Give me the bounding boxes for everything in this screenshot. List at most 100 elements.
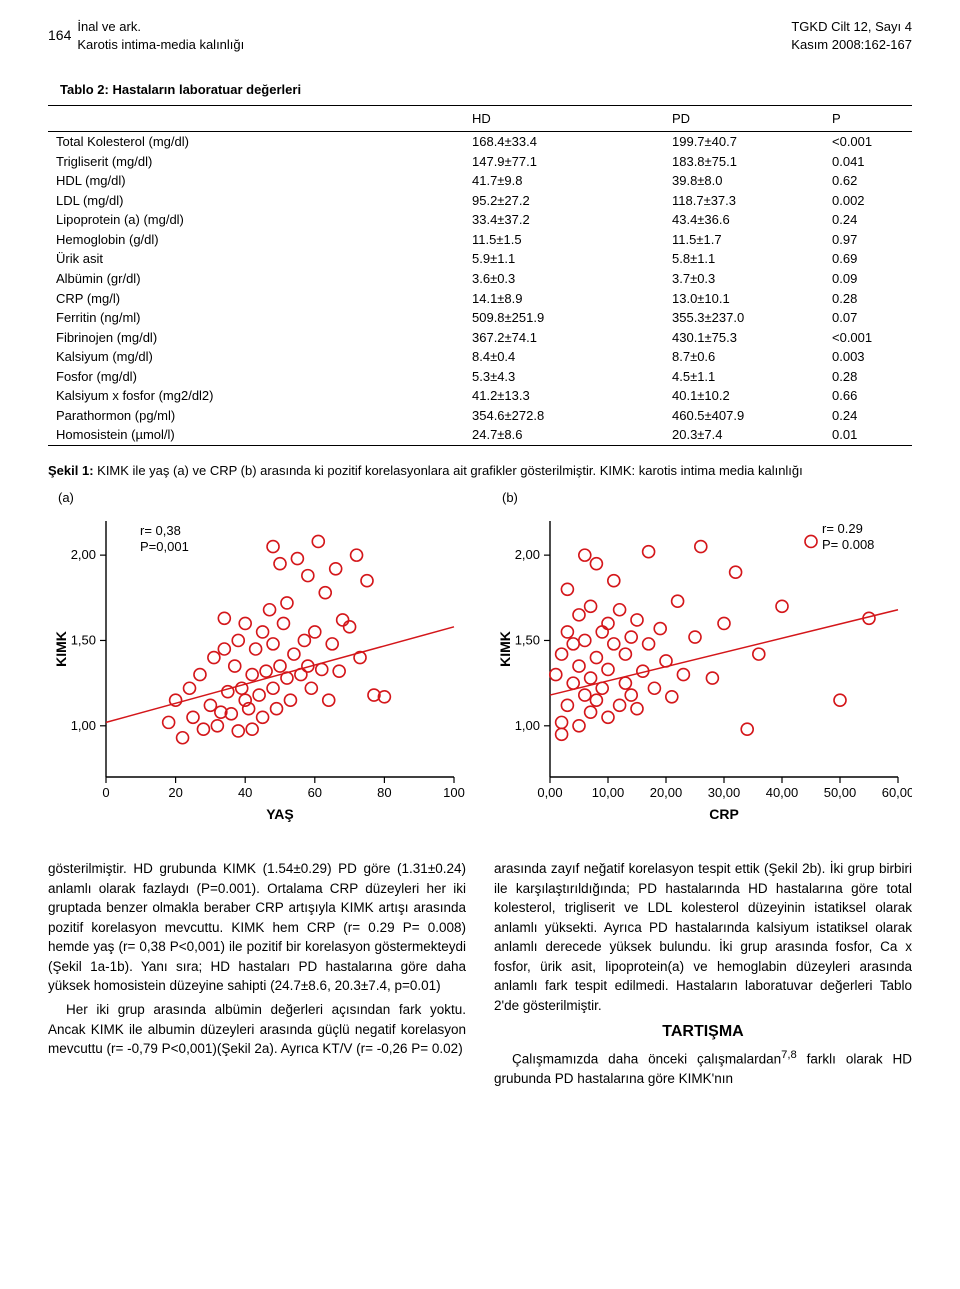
svg-text:0,00: 0,00 xyxy=(537,785,562,800)
table-row: CRP (mg/l)14.1±8.913.0±10.10.28 xyxy=(48,289,912,309)
table-cell: 355.3±237.0 xyxy=(592,308,792,328)
svg-text:r= 0,38: r= 0,38 xyxy=(140,523,181,538)
table-row: Ürik asit5.9±1.15.8±1.10.69 xyxy=(48,249,912,269)
table-cell: 41.7±9.8 xyxy=(392,171,592,191)
table-cell: 0.01 xyxy=(792,425,912,445)
svg-text:20: 20 xyxy=(168,785,182,800)
table-cell: Lipoprotein (a) (mg/dl) xyxy=(48,210,392,230)
table-cell: 11.5±1.5 xyxy=(392,230,592,250)
body-columns: gösterilmiştir. HD grubunda KIMK (1.54±0… xyxy=(48,859,912,1088)
svg-text:40: 40 xyxy=(238,785,252,800)
table-cell: 24.7±8.6 xyxy=(392,425,592,445)
table-cell: 168.4±33.4 xyxy=(392,132,592,152)
body-p2: Her iki grup arasında albümin değerleri … xyxy=(48,1000,466,1059)
table-cell: 0.003 xyxy=(792,347,912,367)
svg-text:KIMK: KIMK xyxy=(53,631,69,667)
table-cell: Kalsiyum (mg/dl) xyxy=(48,347,392,367)
table-cell: 0.24 xyxy=(792,406,912,426)
svg-text:1,00: 1,00 xyxy=(71,718,96,733)
table-row: Fibrinojen (mg/dl)367.2±74.1430.1±75.3<0… xyxy=(48,328,912,348)
svg-text:1,00: 1,00 xyxy=(515,718,540,733)
table-cell: 14.1±8.9 xyxy=(392,289,592,309)
svg-text:KIMK: KIMK xyxy=(497,631,513,667)
table-row: Lipoprotein (a) (mg/dl)33.4±37.243.4±36.… xyxy=(48,210,912,230)
table-cell: 367.2±74.1 xyxy=(392,328,592,348)
table-cell: 0.66 xyxy=(792,386,912,406)
table-cell: LDL (mg/dl) xyxy=(48,191,392,211)
table-cell: 20.3±7.4 xyxy=(592,425,792,445)
table-row: Albümin (gr/dl)3.6±0.33.7±0.30.09 xyxy=(48,269,912,289)
body-p1: gösterilmiştir. HD grubunda KIMK (1.54±0… xyxy=(48,859,466,996)
svg-text:20,00: 20,00 xyxy=(650,785,683,800)
table-cell: 40.1±10.2 xyxy=(592,386,792,406)
table-cell: Trigliserit (mg/dl) xyxy=(48,152,392,172)
table-cell: 183.8±75.1 xyxy=(592,152,792,172)
page-header: 164 İnal ve ark. Karotis intima-media ka… xyxy=(48,18,912,53)
header-author-block: İnal ve ark. Karotis intima-media kalınl… xyxy=(77,18,244,53)
table-row: LDL (mg/dl)95.2±27.2118.7±37.30.002 xyxy=(48,191,912,211)
header-right: TGKD Cilt 12, Sayı 4 Kasım 2008:162-167 xyxy=(791,18,912,53)
svg-text:10,00: 10,00 xyxy=(592,785,625,800)
svg-text:P= 0.008: P= 0.008 xyxy=(822,537,874,552)
table-cell: 0.28 xyxy=(792,289,912,309)
table-cell: 430.1±75.3 xyxy=(592,328,792,348)
table-cell: Hemoglobin (g/dl) xyxy=(48,230,392,250)
table-cell: 0.97 xyxy=(792,230,912,250)
table-cell: 3.6±0.3 xyxy=(392,269,592,289)
table-cell: 0.69 xyxy=(792,249,912,269)
table2-col-hd: HD xyxy=(392,105,592,132)
table-cell: 118.7±37.3 xyxy=(592,191,792,211)
table-cell: <0.001 xyxy=(792,328,912,348)
table-cell: Kalsiyum x fosfor (mg2/dl2) xyxy=(48,386,392,406)
table-cell: 509.8±251.9 xyxy=(392,308,592,328)
chart-a-label: (a) xyxy=(58,489,468,507)
table-row: Total Kolesterol (mg/dl)168.4±33.4199.7±… xyxy=(48,132,912,152)
table-cell: Parathormon (pg/ml) xyxy=(48,406,392,426)
topic-line: Karotis intima-media kalınlığı xyxy=(77,36,244,54)
table-row: HDL (mg/dl)41.7±9.839.8±8.00.62 xyxy=(48,171,912,191)
table-cell: 147.9±77.1 xyxy=(392,152,592,172)
table-cell: 43.4±36.6 xyxy=(592,210,792,230)
table-cell: 39.8±8.0 xyxy=(592,171,792,191)
chart-a: 0204060801001,001,502,00YAŞKIMKr= 0,38P=… xyxy=(48,509,468,829)
table-cell: Total Kolesterol (mg/dl) xyxy=(48,132,392,152)
table-cell: Fibrinojen (mg/dl) xyxy=(48,328,392,348)
table2-title: Tablo 2: Hastaların laboratuar değerleri xyxy=(60,81,912,99)
svg-text:1,50: 1,50 xyxy=(71,632,96,647)
table-cell: 4.5±1.1 xyxy=(592,367,792,387)
chart-a-wrap: (a) 0204060801001,001,502,00YAŞKIMKr= 0,… xyxy=(48,489,468,829)
figure1-caption-rest: KIMK ile yaş (a) ve CRP (b) arasında ki … xyxy=(94,463,803,478)
table-cell: 8.4±0.4 xyxy=(392,347,592,367)
table-cell: 95.2±27.2 xyxy=(392,191,592,211)
svg-text:40,00: 40,00 xyxy=(766,785,799,800)
journal-line-1: TGKD Cilt 12, Sayı 4 xyxy=(791,18,912,36)
header-left: 164 İnal ve ark. Karotis intima-media ka… xyxy=(48,18,244,53)
body-p3: arasında zayıf neğatif korelasyon tespit… xyxy=(494,859,912,1016)
table-row: Parathormon (pg/ml)354.6±272.8460.5±407.… xyxy=(48,406,912,426)
table-cell: Fosfor (mg/dl) xyxy=(48,367,392,387)
table-cell: 0.07 xyxy=(792,308,912,328)
table-cell: 3.7±0.3 xyxy=(592,269,792,289)
table-row: Kalsiyum (mg/dl)8.4±0.48.7±0.60.003 xyxy=(48,347,912,367)
table-cell: 199.7±40.7 xyxy=(592,132,792,152)
table-cell: CRP (mg/l) xyxy=(48,289,392,309)
table-cell: 460.5±407.9 xyxy=(592,406,792,426)
svg-text:60: 60 xyxy=(308,785,322,800)
table-cell: Homosistein (µmol/l) xyxy=(48,425,392,445)
svg-text:2,00: 2,00 xyxy=(515,547,540,562)
svg-text:60,00: 60,00 xyxy=(882,785,912,800)
table-cell: HDL (mg/dl) xyxy=(48,171,392,191)
authors-line: İnal ve ark. xyxy=(77,18,244,36)
svg-text:CRP: CRP xyxy=(709,806,739,822)
table2-col-pd: PD xyxy=(592,105,792,132)
table-cell: 13.0±10.1 xyxy=(592,289,792,309)
table-cell: 41.2±13.3 xyxy=(392,386,592,406)
table-cell: 33.4±37.2 xyxy=(392,210,592,230)
table2-col-p: P xyxy=(792,105,912,132)
table-cell: 354.6±272.8 xyxy=(392,406,592,426)
svg-text:50,00: 50,00 xyxy=(824,785,857,800)
page-number: 164 xyxy=(48,26,71,45)
discussion-heading: TARTIŞMA xyxy=(494,1020,912,1043)
svg-text:100: 100 xyxy=(443,785,465,800)
table-cell: 5.9±1.1 xyxy=(392,249,592,269)
